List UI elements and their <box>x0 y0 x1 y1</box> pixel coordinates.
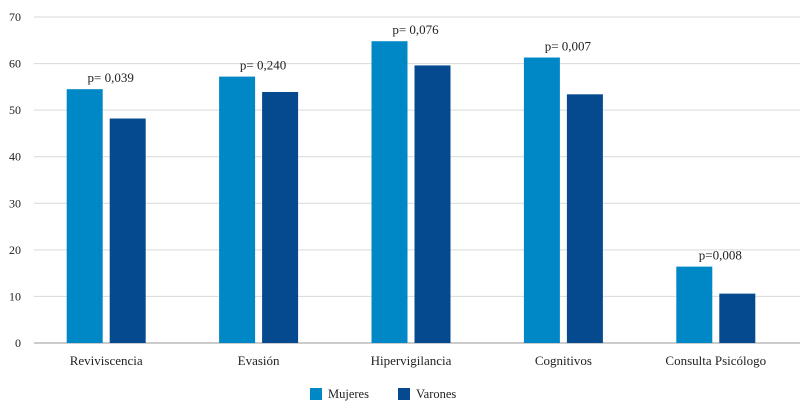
bar-varones-2 <box>414 65 451 343</box>
bar-varones-3 <box>566 94 603 344</box>
bar-mujeres-2 <box>371 41 408 344</box>
p-value-annotation: p=0,008 <box>699 248 742 263</box>
y-tick-label: 50 <box>9 103 21 117</box>
y-axis-ticks: 0 10 20 30 40 50 60 70 <box>9 10 21 350</box>
bar-varones-4 <box>719 293 756 343</box>
legend-label-varones: Varones <box>416 387 456 401</box>
bar-varones-0 <box>109 118 146 343</box>
bar-mujeres-4 <box>676 266 713 343</box>
bar-mujeres-0 <box>66 89 103 343</box>
category-label: Reviviscencia <box>70 353 143 368</box>
p-value-annotation: p= 0,039 <box>88 70 134 85</box>
legend-swatch-varones <box>398 388 410 400</box>
legend-label-mujeres: Mujeres <box>328 387 369 401</box>
y-tick-label: 70 <box>9 10 21 24</box>
category-label: Cognitivos <box>535 353 592 368</box>
legend: Mujeres Varones <box>310 387 456 401</box>
category-label: Consulta Psicólogo <box>665 353 766 368</box>
y-tick-label: 0 <box>15 336 21 350</box>
y-tick-label: 10 <box>9 289 21 303</box>
category-label: Hipervigilancia <box>371 353 452 368</box>
bars <box>66 41 756 344</box>
bar-mujeres-3 <box>523 57 560 343</box>
p-value-annotation: p= 0,240 <box>240 58 286 73</box>
y-tick-label: 30 <box>9 196 21 210</box>
legend-swatch-mujeres <box>310 388 322 400</box>
y-tick-label: 20 <box>9 243 21 257</box>
bar-varones-1 <box>262 91 299 343</box>
p-value-annotation: p= 0,076 <box>392 22 439 37</box>
x-axis-categories: Reviviscencia Evasión Hipervigilancia Cogni… <box>70 353 766 368</box>
p-value-annotation: p= 0,007 <box>545 39 592 54</box>
p-value-annotations: p= 0,039 p= 0,240 p= 0,076 p= 0,007 p=0,008 <box>88 22 742 262</box>
category-label: Evasión <box>238 353 280 368</box>
bar-mujeres-1 <box>219 76 256 344</box>
y-tick-label: 60 <box>9 57 21 71</box>
y-tick-label: 40 <box>9 150 21 164</box>
